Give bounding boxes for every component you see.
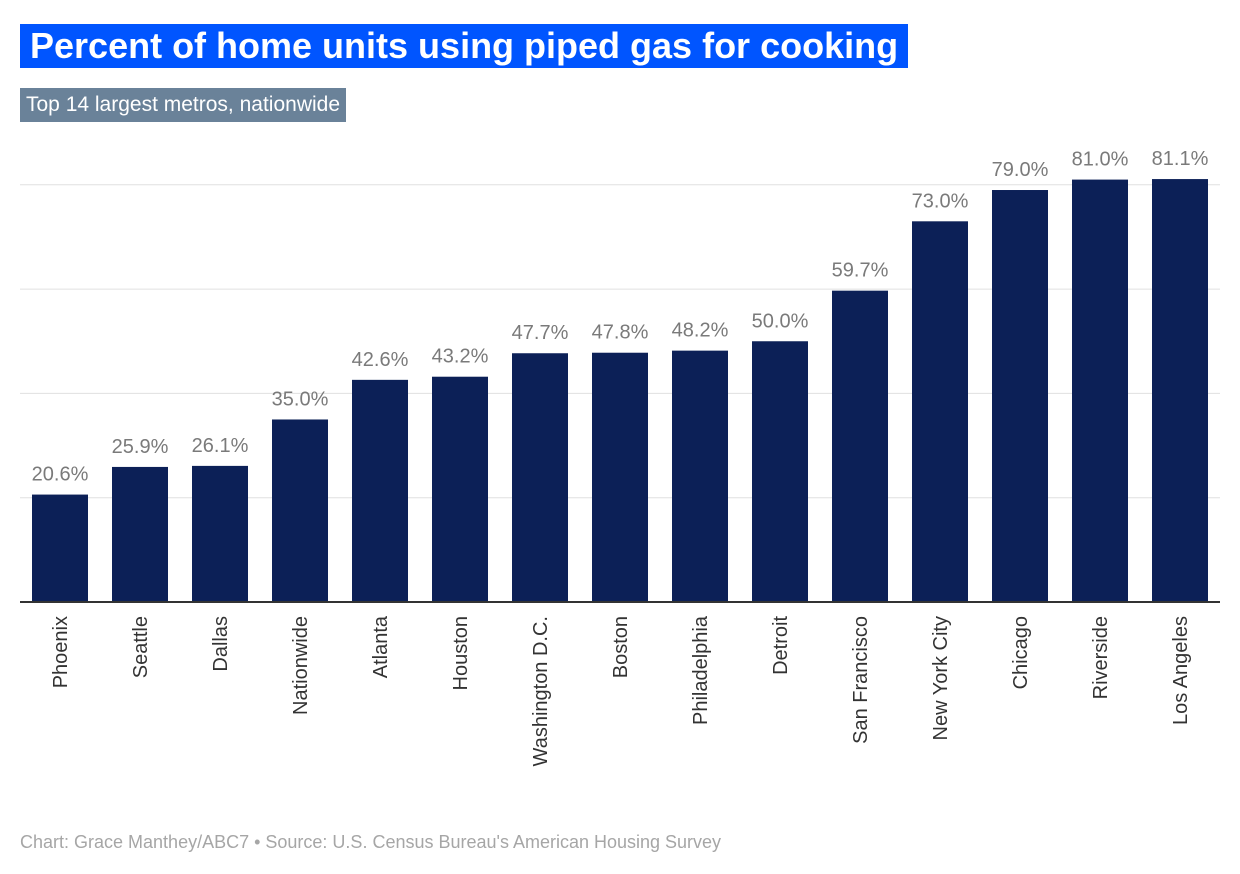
bar-riverside [1072, 179, 1128, 602]
category-label: Boston [610, 616, 632, 678]
category-label: Dallas [210, 616, 232, 672]
data-label: 43.2% [432, 346, 489, 368]
category-label: San Francisco [850, 616, 872, 744]
data-label: 26.1% [192, 435, 249, 457]
category-label: New York City [930, 616, 952, 741]
bar-chicago [992, 190, 1048, 602]
bar-washington-d-c [512, 353, 568, 602]
category-label: Riverside [1090, 616, 1112, 699]
bar-san-francisco [832, 290, 888, 602]
data-label: 59.7% [832, 260, 889, 282]
bar-dallas [192, 465, 248, 602]
bar-new-york-city [912, 221, 968, 602]
bar-houston [432, 376, 488, 602]
category-label: Washington D.C. [530, 616, 552, 766]
category-label: Detroit [770, 616, 792, 675]
data-label: 81.0% [1072, 149, 1129, 171]
data-label: 47.7% [512, 322, 569, 344]
data-label: 20.6% [32, 464, 89, 486]
bar-chart: 20.6% Phoenix 25.9% Seattle 26.1% Dallas 35.0%… [20, 148, 1220, 766]
category-label: Nationwide [290, 616, 312, 715]
bar-seattle [112, 466, 168, 602]
data-label: 81.1% [1152, 148, 1209, 170]
data-label: 73.0% [912, 190, 969, 212]
category-label: Atlanta [370, 615, 392, 678]
data-label: 50.0% [752, 310, 809, 332]
data-label: 48.2% [672, 320, 729, 342]
data-label: 35.0% [272, 388, 329, 410]
data-label: 47.8% [592, 322, 649, 344]
chart-title: Percent of home units using piped gas fo… [20, 24, 909, 68]
category-label: Phoenix [50, 616, 72, 688]
chart-subtitle: Top 14 largest metros, nationwide [20, 88, 347, 122]
category-label: Philadelphia [690, 615, 712, 725]
chart-footer: Chart: Grace Manthey/ABC7 • Source: U.S.… [20, 832, 722, 852]
bar-phoenix [32, 494, 88, 602]
data-label: 79.0% [992, 159, 1049, 181]
bar-atlanta [352, 379, 408, 602]
data-label: 42.6% [352, 349, 409, 371]
category-label: Chicago [1010, 616, 1032, 689]
bar-boston [592, 352, 648, 602]
bar-nationwide [272, 419, 328, 602]
category-label: Seattle [130, 616, 152, 678]
bar-los-angeles [1152, 179, 1208, 602]
category-label: Los Angeles [1170, 616, 1192, 725]
data-label: 25.9% [112, 436, 169, 458]
bar-detroit [752, 341, 808, 602]
bar-philadelphia [672, 350, 728, 602]
category-label: Houston [450, 616, 472, 691]
